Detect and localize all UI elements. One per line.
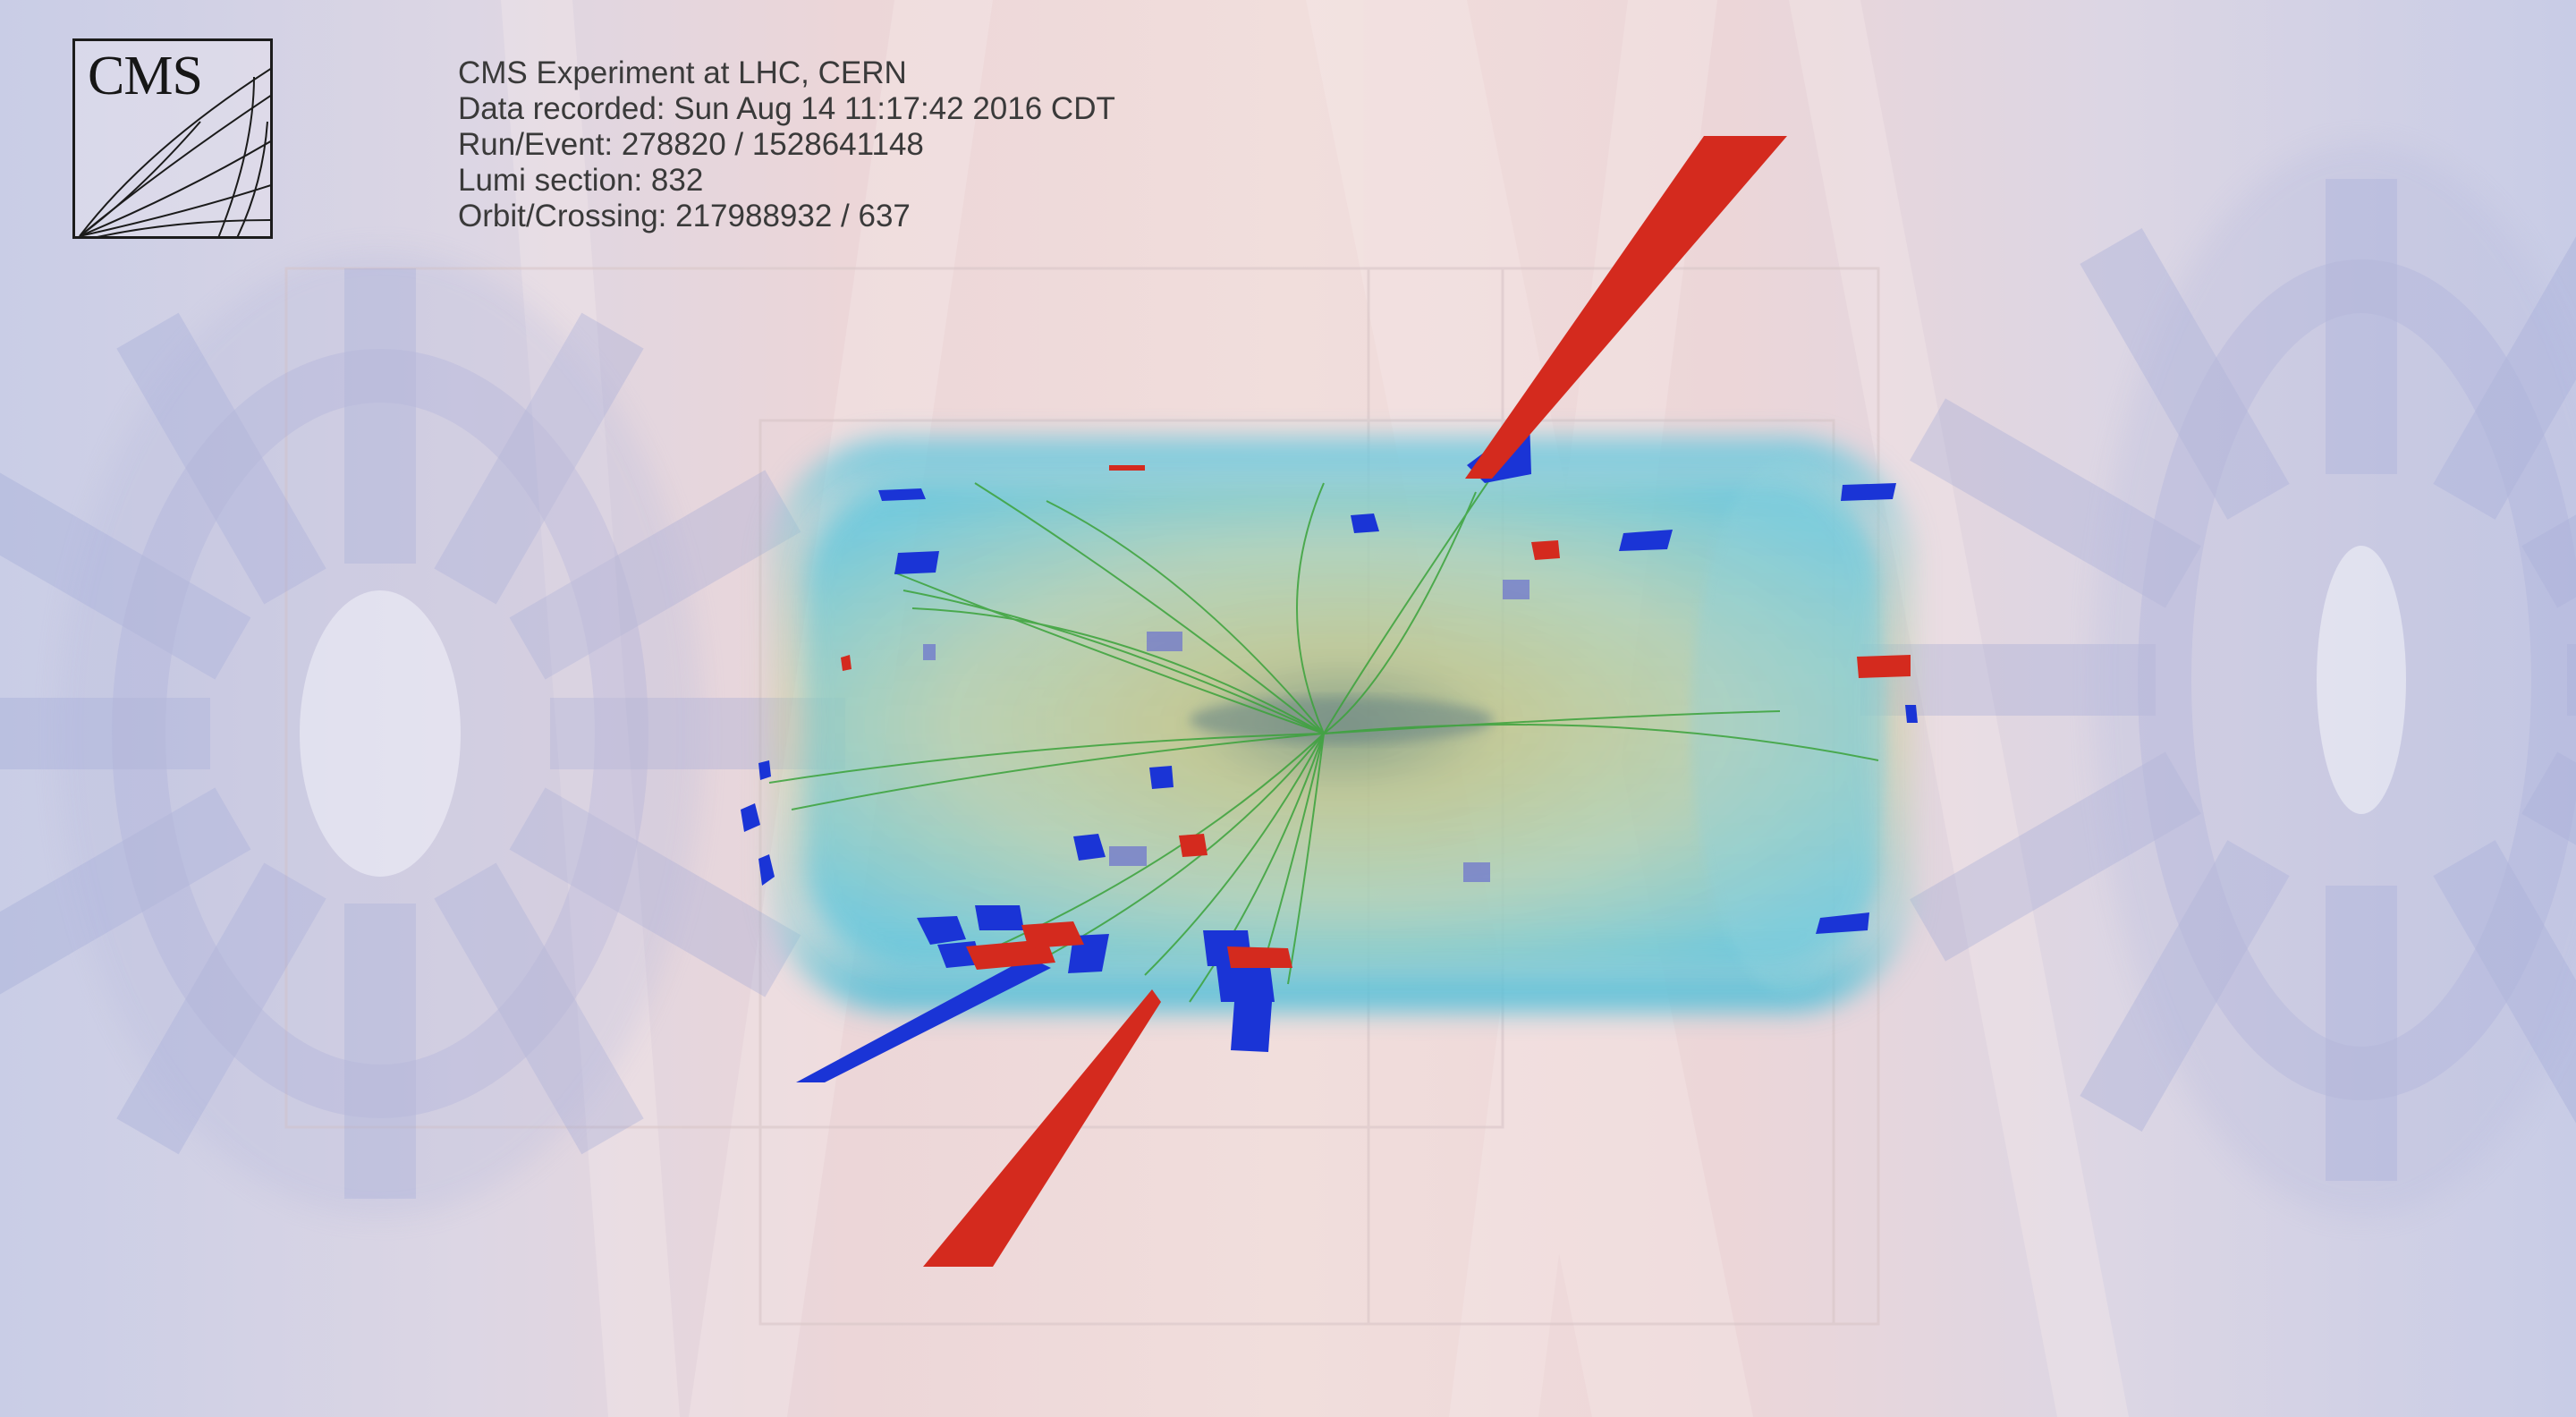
experiment-label: CMS Experiment at LHC, CERN bbox=[458, 55, 907, 90]
left-muon-endcap bbox=[0, 250, 845, 1217]
right-muon-endcap bbox=[1860, 143, 2576, 1217]
small-deposits bbox=[923, 580, 1530, 882]
cms-logo: CMS bbox=[72, 38, 273, 239]
ecal-deposits bbox=[841, 136, 1911, 1267]
tracker-barrel bbox=[769, 438, 1914, 1011]
cms-logo-tracks-icon bbox=[79, 68, 270, 236]
run-event-label: Run/Event: 278820 / 1528641148 bbox=[458, 127, 924, 162]
lumi-section-label: Lumi section: 832 bbox=[458, 163, 704, 198]
event-info-block: CMS Experiment at LHC, CERN Data recorde… bbox=[458, 55, 1115, 234]
cms-logo-text: CMS bbox=[88, 46, 203, 106]
data-recorded-label: Data recorded: Sun Aug 14 11:17:42 2016 … bbox=[458, 91, 1115, 126]
particle-tracks bbox=[768, 446, 1879, 1003]
orbit-crossing-label: Orbit/Crossing: 217988932 / 637 bbox=[458, 199, 911, 233]
